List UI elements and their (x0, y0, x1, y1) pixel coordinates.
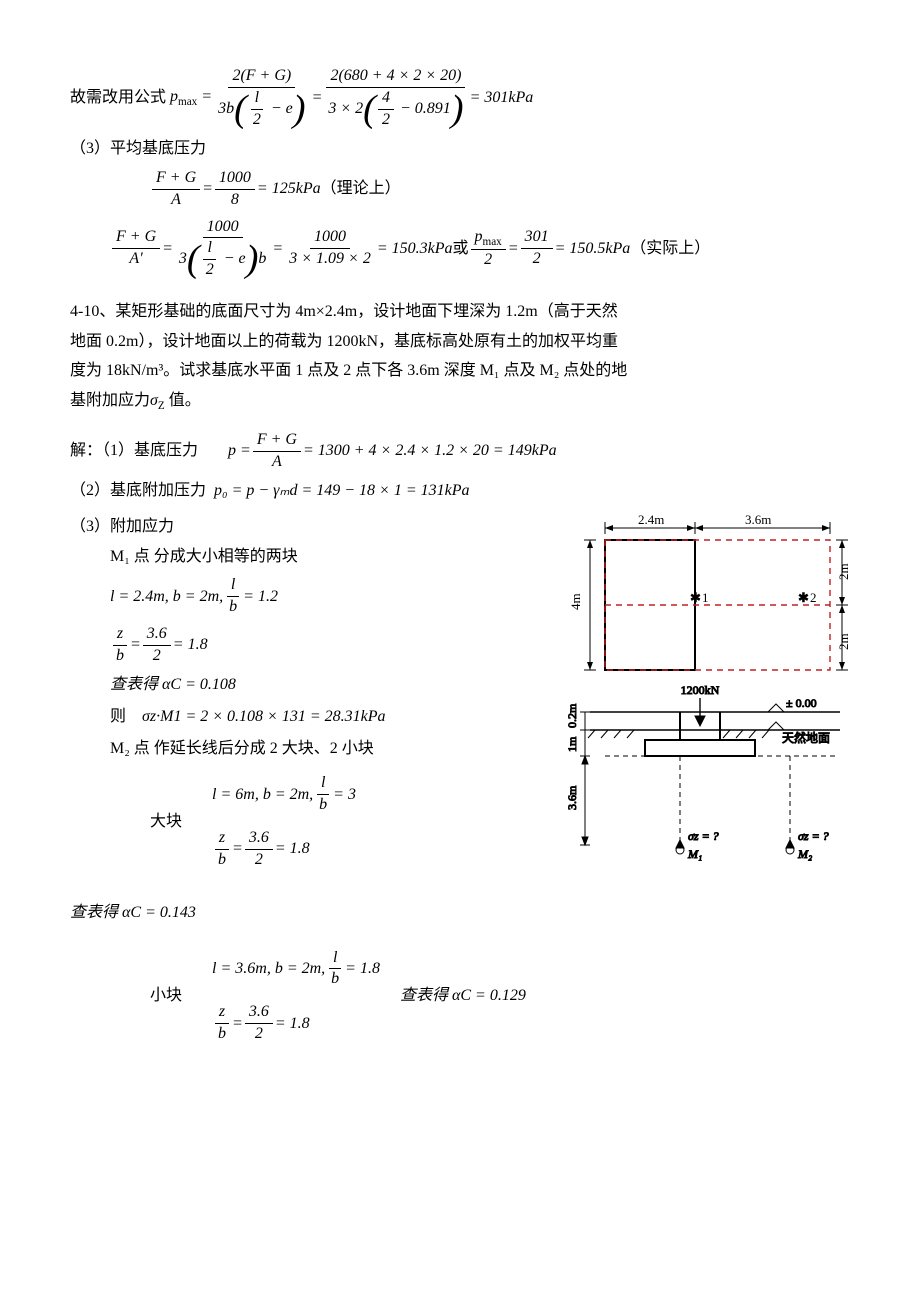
sigma1: σz = ? (688, 829, 719, 843)
m2-label: M₂ 点 作延长线后分成 2 大块、2 小块 (70, 736, 540, 762)
eq-pmax: 故需改用公式 pmax = 2(F + G) 3b(l2 − e) = 2(68… (70, 66, 850, 130)
eq1-prefix: 故需改用公式 (70, 85, 166, 111)
m1-label: M₁ (687, 847, 702, 861)
big-alpha: 查表得 αC = 0.143 (70, 900, 850, 926)
dim-3.6m: 3.6m (745, 512, 771, 527)
plan-diagram: 2.4m 3.6m ✱ 1 ✱ 2 4m (550, 510, 850, 680)
sol-step2: （2）基底附加压力 p₀ = p − γₘd = 149 − 18 × 1 = … (70, 478, 850, 504)
dim-3.6m: 3.6m (565, 785, 579, 810)
m1-l-eq: l = 2.4m, b = 2m, lb = 1.2 (70, 575, 540, 618)
dim-4m: 4m (568, 593, 583, 610)
level-label: ± 0.00 (786, 696, 817, 710)
sec3-heading: （3）平均基底压力 (70, 136, 850, 162)
sol-step3-label: （3）附加应力 (70, 514, 540, 540)
p410-l2: 地面 0.2m），设计地面以上的荷载为 1200kN，基底标高处原有土的加权平均… (70, 329, 850, 355)
dim-1m: 1m (565, 736, 579, 752)
small-alpha: 查表得 αC = 0.129 (400, 983, 526, 1009)
m1-label: M₁ 点 分成大小相等的两块 (70, 544, 540, 570)
load-label: 1200kN (681, 683, 720, 697)
p410-l4: 基附加应力σZ 值。 (70, 388, 850, 416)
m1-sigma: 则 σz·M1 = 2 × 0.108 × 131 = 28.31kPa (70, 704, 540, 730)
eq1-result: = 301kPa (470, 85, 534, 111)
sigma2: σz = ? (798, 829, 829, 843)
small-block: 小块 l = 3.6m, b = 2m, lb = 1.8 zb = 3.62 … (70, 942, 850, 1051)
m1-alpha: 查表得 αC = 0.108 (70, 672, 540, 698)
m2-label: M₂ (797, 847, 812, 861)
dim-0.2m: 0.2m (565, 703, 579, 728)
big-block: 大块 l = 6m, b = 2m, lb = 3 zb = 3.62 = 1.… (70, 767, 540, 876)
pt1: 1 (702, 590, 709, 605)
svg-text:✱: ✱ (798, 590, 809, 605)
m1-zb-eq: zb = 3.62 = 1.8 (70, 624, 540, 667)
diagrams: 2.4m 3.6m ✱ 1 ✱ 2 4m (550, 510, 850, 890)
sec3-eqB: F + GA′ = 1000 3(l2 − e)b = 10003 × 1.09… (70, 217, 850, 281)
sol-step1: 解：（1）基底压力 p = F + GA = 1300 + 4 × 2.4 × … (70, 430, 850, 473)
pt2: 2 (810, 590, 817, 605)
svg-text:✱: ✱ (690, 590, 701, 605)
problem-4-10: 4-10、某矩形基础的底面尺寸为 4m×2.4m，设计地面下埋深为 1.2m（高… (70, 299, 850, 416)
dim-2.4m: 2.4m (638, 512, 664, 527)
dim-2m-bot: 2m (836, 633, 850, 650)
dim-2m-top: 2m (836, 563, 850, 580)
p410-l3: 度为 18kN/m³。试求基底水平面 1 点及 2 点下各 3.6m 深度 M₁… (70, 358, 850, 384)
p410-l1: 4-10、某矩形基础的底面尺寸为 4m×2.4m，设计地面下埋深为 1.2m（高… (70, 299, 850, 325)
sec3-eqA: F + GA = 10008 = 125kPa （理论上） (70, 168, 850, 211)
section-diagram: 1200kN ± 0.00 天然地面 (550, 680, 850, 890)
ground-label: 天然地面 (782, 730, 830, 745)
